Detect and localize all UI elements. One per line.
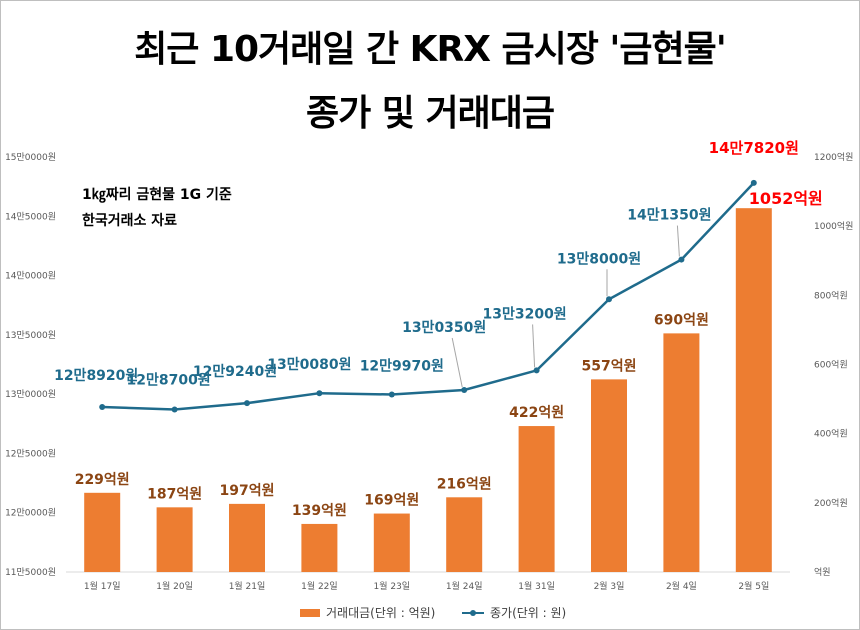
right-axis-tick-label: 800억원 <box>814 289 848 301</box>
right-axis-tick-label: 억원 <box>814 566 831 578</box>
chart-title-line1: 최근 10거래일 간 KRX 금시장 '금현물' <box>134 29 727 70</box>
close-price-label: 12만8700원 <box>126 373 210 389</box>
right-axis-tick-label: 200억원 <box>814 497 848 509</box>
right-axis-tick-label: 400억원 <box>814 428 848 440</box>
volume-bar <box>591 379 627 572</box>
close-price-label: 12만9970원 <box>360 358 444 374</box>
x-axis-tick-label: 1월 24일 <box>446 580 483 592</box>
left-axis-tick-label: 14만5000원 <box>5 211 56 222</box>
close-price-label: 12만9240원 <box>193 364 277 380</box>
volume-bar <box>301 523 338 572</box>
x-axis-tick-label: 2월 5일 <box>738 580 769 592</box>
chart-note-source: 한국거래소 자료 <box>82 213 178 229</box>
volume-bar-label: 422억원 <box>509 405 564 421</box>
close-price-label: 13만8000원 <box>557 251 641 267</box>
volume-bar-label: 169억원 <box>364 493 419 509</box>
volume-bar-label: 1052억원 <box>749 189 823 208</box>
right-axis-tick-label: 1000억원 <box>814 220 853 232</box>
close-price-leader-line <box>451 337 463 388</box>
left-axis-tick-label: 14만0000원 <box>5 271 56 282</box>
volume-bar-label: 197억원 <box>220 483 275 499</box>
x-axis-tick-label: 2월 4일 <box>666 580 697 592</box>
legend-item-volume: 거래대금(단위 : 억원) <box>300 604 435 621</box>
volume-bar-label: 139억원 <box>292 503 347 519</box>
combo-chart: 11만5000원 12만0000원 12만5000원 13만0000원 13만5000원… <box>5 139 853 592</box>
volume-bar-label: 690억원 <box>654 312 709 328</box>
close-price-label: 14만1350원 <box>627 208 711 224</box>
close-price-line <box>102 181 755 411</box>
chart-title-line2: 종가 및 거래대금 <box>306 93 555 134</box>
volume-bar-label: 557억원 <box>582 358 637 374</box>
close-price-label: 13만0350원 <box>402 320 486 336</box>
left-axis-tick-label: 13만0000원 <box>5 389 56 400</box>
left-axis-tick-label: 12만5000원 <box>5 448 56 459</box>
volume-bar <box>446 497 483 572</box>
volume-bar <box>373 513 410 572</box>
close-price-point <box>388 391 395 398</box>
x-axis-tick-label: 1월 21일 <box>229 580 266 592</box>
volume-bar <box>229 503 265 572</box>
close-price-point <box>678 256 685 263</box>
x-axis-tick-label: 1월 23일 <box>373 580 410 592</box>
legend-swatch-line <box>462 608 484 618</box>
volume-bar-label: 216억원 <box>437 476 492 492</box>
close-price-leader-line <box>532 324 536 368</box>
x-axis-tick-label: 1월 22일 <box>301 580 338 592</box>
close-price-point <box>244 400 250 407</box>
close-price-point <box>99 403 106 410</box>
chart-note-basis: 1㎏짜리 금현물 1G 기준 <box>82 187 232 203</box>
close-price-point <box>461 386 468 393</box>
left-axis-tick-label: 15만0000원 <box>5 152 56 163</box>
volume-bar <box>84 492 121 572</box>
x-axis-tick-label: 2월 3일 <box>594 580 625 592</box>
volume-bar <box>663 333 700 572</box>
legend-item-close-price: 종가(단위 : 원) <box>462 604 566 621</box>
volume-bar-label: 187억원 <box>147 486 202 502</box>
left-axis-tick-label: 11만5000원 <box>5 567 56 578</box>
close-price-point <box>316 390 323 397</box>
right-axis-tick-label: 600억원 <box>814 359 848 371</box>
close-price-leader-line <box>676 225 680 257</box>
volume-bar <box>518 426 555 572</box>
close-price-point <box>750 179 757 186</box>
close-price-point <box>533 367 540 374</box>
left-axis-tick-label: 13만5000원 <box>5 330 56 341</box>
volume-bar <box>735 208 772 572</box>
x-axis-tick-label: 1월 20일 <box>156 580 193 592</box>
x-axis-tick-label: 1월 17일 <box>84 580 121 592</box>
close-price-label: 13만3200원 <box>482 306 566 322</box>
volume-bar <box>156 507 193 572</box>
close-price-label: 12만8920원 <box>54 368 138 384</box>
close-price-label: 14만7820원 <box>709 139 799 157</box>
left-axis-tick-label: 12만0000원 <box>5 508 56 519</box>
close-price-label: 13만0080원 <box>267 357 351 373</box>
legend-swatch-bar <box>300 608 320 617</box>
close-price-point <box>171 406 178 413</box>
volume-bar-label: 229억원 <box>75 472 130 488</box>
x-axis-tick-label: 1월 31일 <box>518 580 555 592</box>
legend-label-volume: 거래대금(단위 : 억원) <box>326 606 436 620</box>
right-axis-tick-label: 1200억원 <box>814 151 853 163</box>
legend-label-close-price: 종가(단위 : 원) <box>490 606 567 620</box>
close-price-point <box>606 296 612 303</box>
